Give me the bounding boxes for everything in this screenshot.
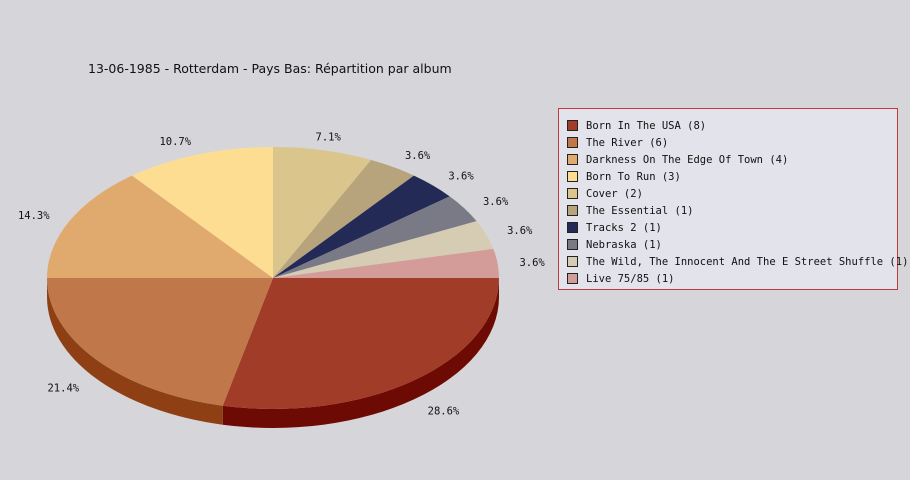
legend-label: Born In The USA (8) [586, 119, 707, 132]
legend-item: The Wild, The Innocent And The E Street … [567, 253, 908, 270]
legend-item: Tracks 2 (1) [567, 219, 897, 236]
pie-slice-6 [273, 175, 450, 278]
legend-swatch [567, 256, 578, 267]
legend-item: Born To Run (3) [567, 168, 897, 185]
pie-labels: 28.6% 21.4% 14.3% 10.7% 7.1% 3.6% 3.6% 3.6% 3.6%… [18, 132, 545, 418]
legend-label: Cover (2) [586, 187, 643, 200]
legend-item: Live 75/85 (1) [567, 270, 897, 287]
pie-slice-side-0 [222, 278, 499, 428]
pie-slice-0 [222, 278, 499, 409]
pie-label-2: 14.3% [18, 210, 50, 222]
pie-label-8: 3.6% [507, 225, 533, 237]
pie-label-6: 3.6% [448, 170, 474, 182]
pie-label-1: 21.4% [47, 382, 79, 394]
pie-slice-4 [273, 147, 372, 278]
pie-slice-7 [273, 196, 477, 278]
pie-label-7: 3.6% [483, 196, 509, 208]
legend-label: The River (6) [586, 136, 669, 149]
legend-swatch [567, 222, 578, 233]
legend-label: Nebraska (1) [586, 238, 662, 251]
legend-label: Born To Run (3) [586, 170, 681, 183]
pie-label-0: 28.6% [428, 405, 460, 417]
legend-item: The River (6) [567, 134, 897, 151]
legend-swatch [567, 273, 578, 284]
pie-slice-8 [273, 221, 494, 278]
pie-slice-3 [132, 147, 273, 278]
pie-slice-9 [273, 248, 499, 278]
pie-slice-side-1 [47, 278, 223, 425]
legend-item: Darkness On The Edge Of Town (4) [567, 151, 897, 168]
legend-label: Live 75/85 (1) [586, 272, 675, 285]
pie-slice-1 [47, 278, 273, 406]
legend-label: Darkness On The Edge Of Town (4) [586, 153, 789, 166]
pie-slice-2 [47, 175, 273, 278]
legend-swatch [567, 171, 578, 182]
pie-slices [47, 147, 499, 409]
pie-label-4: 7.1% [316, 132, 342, 144]
legend-label: Tracks 2 (1) [586, 221, 662, 234]
legend-label: The Wild, The Innocent And The E Street … [586, 255, 909, 268]
legend-swatch [567, 120, 578, 131]
legend-item: Born In The USA (8) [567, 117, 897, 134]
legend-swatch [567, 188, 578, 199]
pie-label-3: 10.7% [159, 136, 191, 148]
pie-label-9: 3.6% [519, 257, 545, 269]
legend: Born In The USA (8) The River (6) Darkness… [558, 108, 908, 290]
legend-item: Nebraska (1) [567, 236, 897, 253]
legend-swatch [567, 239, 578, 250]
chart-title: 13-06-1985 - Rotterdam - Pays Bas: Répar… [88, 61, 452, 76]
legend-swatch [567, 137, 578, 148]
pie-slice-5 [273, 159, 414, 278]
legend-label: The Essential (1) [586, 204, 694, 217]
legend-item: Cover (2) [567, 185, 897, 202]
legend-swatch [567, 154, 578, 165]
pie-label-5: 3.6% [405, 150, 431, 162]
pie-sides [47, 278, 499, 428]
legend-item: The Essential (1) [567, 202, 897, 219]
legend-swatch [567, 205, 578, 216]
